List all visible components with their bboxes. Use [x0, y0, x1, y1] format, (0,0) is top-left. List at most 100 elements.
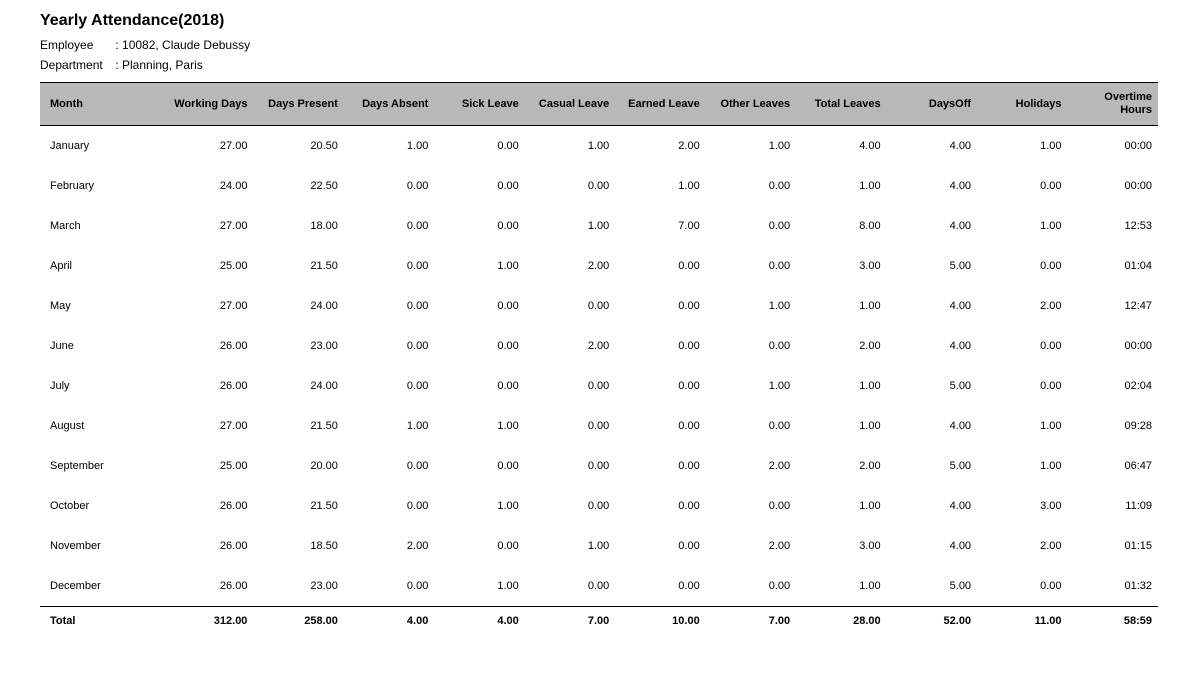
cell-do: 4.00: [887, 526, 977, 566]
cell-ol: 0.00: [706, 566, 796, 607]
cell-sl: 1.00: [434, 566, 524, 607]
cell-ol: 1.00: [706, 126, 796, 167]
col-holidays: Holidays: [977, 83, 1067, 126]
cell-cl: 1.00: [525, 126, 615, 167]
table-row: January27.0020.501.000.001.002.001.004.0…: [40, 126, 1158, 167]
cell-el: 2.00: [615, 126, 705, 167]
cell-ot: 00:00: [1068, 126, 1158, 167]
cell-dp: 18.00: [253, 206, 343, 246]
cell-da: 1.00: [344, 126, 434, 167]
cell-cl: 0.00: [525, 406, 615, 446]
employee-value: 10082, Claude Debussy: [122, 38, 250, 52]
cell-ot: 01:32: [1068, 566, 1158, 607]
cell-wd: 25.00: [163, 446, 253, 486]
cell-sl: 1.00: [434, 406, 524, 446]
cell-tl: 2.00: [796, 326, 886, 366]
cell-do: 4.00: [887, 206, 977, 246]
cell-ol: 0.00: [706, 326, 796, 366]
cell-month: February: [40, 166, 163, 206]
cell-ol: 0.00: [706, 166, 796, 206]
cell-tl: 1.00: [796, 406, 886, 446]
cell-cl: 1.00: [525, 526, 615, 566]
cell-da: 2.00: [344, 526, 434, 566]
cell-dp: 23.00: [253, 566, 343, 607]
cell-tl: 1.00: [796, 166, 886, 206]
cell-ho: 0.00: [977, 566, 1067, 607]
cell-ot: 00:00: [1068, 166, 1158, 206]
cell-el: 0.00: [615, 406, 705, 446]
cell-el: 0.00: [615, 486, 705, 526]
col-days-present: Days Present: [253, 83, 343, 126]
cell-tl: 2.00: [796, 446, 886, 486]
cell-dp: 20.50: [253, 126, 343, 167]
cell-cl: 2.00: [525, 246, 615, 286]
cell-month: August: [40, 406, 163, 446]
cell-wd: 26.00: [163, 526, 253, 566]
cell-ol: 0.00: [706, 206, 796, 246]
cell-sl: 0.00: [434, 166, 524, 206]
cell-ot: 12:53: [1068, 206, 1158, 246]
table-row: September25.0020.000.000.000.000.002.002…: [40, 446, 1158, 486]
cell-cl: 0.00: [525, 566, 615, 607]
col-overtime-hours: Overtime Hours: [1068, 83, 1158, 126]
cell-el: 0.00: [615, 566, 705, 607]
cell-da: 0.00: [344, 446, 434, 486]
cell-wd: 26.00: [163, 566, 253, 607]
cell-ol: 0.00: [706, 486, 796, 526]
total-cl: 7.00: [525, 607, 615, 636]
total-ot: 58:59: [1068, 607, 1158, 636]
cell-ot: 11:09: [1068, 486, 1158, 526]
cell-tl: 1.00: [796, 486, 886, 526]
cell-dp: 23.00: [253, 326, 343, 366]
cell-tl: 1.00: [796, 566, 886, 607]
col-working-days: Working Days: [163, 83, 253, 126]
cell-ot: 00:00: [1068, 326, 1158, 366]
cell-sl: 0.00: [434, 126, 524, 167]
cell-do: 4.00: [887, 126, 977, 167]
employee-line: Employee : 10082, Claude Debussy: [40, 38, 1158, 52]
cell-ol: 2.00: [706, 526, 796, 566]
cell-el: 0.00: [615, 446, 705, 486]
cell-wd: 27.00: [163, 206, 253, 246]
cell-ho: 0.00: [977, 166, 1067, 206]
cell-month: May: [40, 286, 163, 326]
table-total-row: Total 312.00 258.00 4.00 4.00 7.00 10.00…: [40, 607, 1158, 636]
cell-ho: 1.00: [977, 406, 1067, 446]
cell-wd: 24.00: [163, 166, 253, 206]
cell-do: 4.00: [887, 286, 977, 326]
cell-ho: 2.00: [977, 526, 1067, 566]
total-ol: 7.00: [706, 607, 796, 636]
cell-dp: 20.00: [253, 446, 343, 486]
cell-tl: 3.00: [796, 526, 886, 566]
cell-dp: 21.50: [253, 486, 343, 526]
table-row: March27.0018.000.000.001.007.000.008.004…: [40, 206, 1158, 246]
cell-month: October: [40, 486, 163, 526]
total-wd: 312.00: [163, 607, 253, 636]
cell-month: March: [40, 206, 163, 246]
cell-ol: 0.00: [706, 246, 796, 286]
cell-da: 0.00: [344, 326, 434, 366]
total-el: 10.00: [615, 607, 705, 636]
cell-tl: 8.00: [796, 206, 886, 246]
total-dp: 258.00: [253, 607, 343, 636]
cell-dp: 22.50: [253, 166, 343, 206]
employee-label: Employee: [40, 38, 112, 52]
total-sl: 4.00: [434, 607, 524, 636]
cell-sl: 0.00: [434, 526, 524, 566]
cell-sl: 0.00: [434, 326, 524, 366]
cell-do: 4.00: [887, 166, 977, 206]
cell-ol: 1.00: [706, 366, 796, 406]
department-line: Department : Planning, Paris: [40, 58, 1158, 72]
cell-ho: 2.00: [977, 286, 1067, 326]
cell-dp: 21.50: [253, 406, 343, 446]
cell-da: 0.00: [344, 166, 434, 206]
cell-ho: 0.00: [977, 326, 1067, 366]
cell-month: June: [40, 326, 163, 366]
total-label: Total: [40, 607, 163, 636]
cell-ot: 06:47: [1068, 446, 1158, 486]
table-row: November26.0018.502.000.001.000.002.003.…: [40, 526, 1158, 566]
cell-do: 4.00: [887, 406, 977, 446]
cell-da: 0.00: [344, 206, 434, 246]
cell-wd: 26.00: [163, 366, 253, 406]
cell-da: 0.00: [344, 366, 434, 406]
